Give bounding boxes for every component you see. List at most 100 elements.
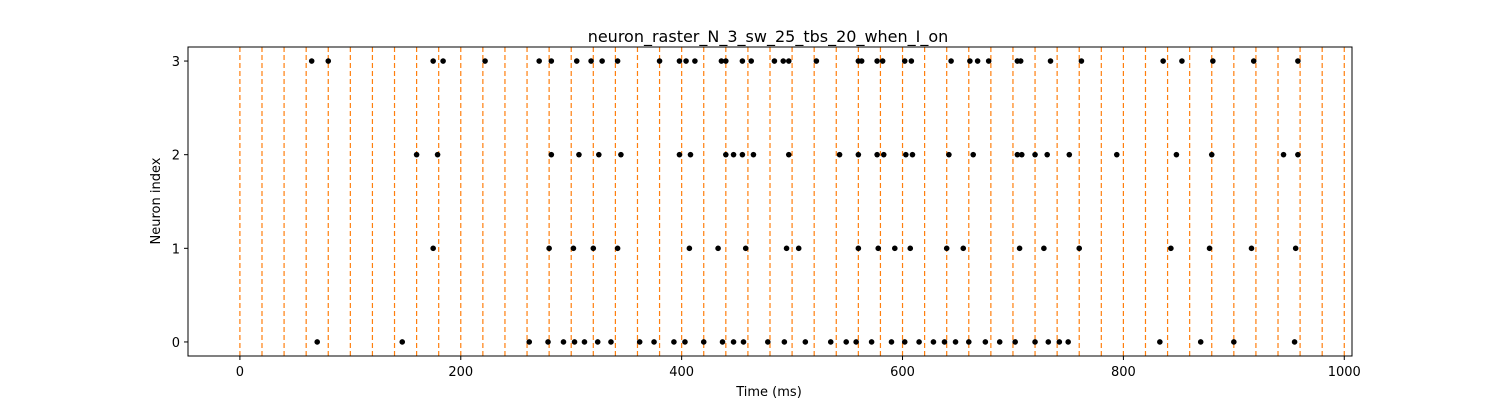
- spike-point: [1210, 58, 1216, 64]
- spike-point: [719, 339, 726, 345]
- spike-point: [1012, 339, 1018, 345]
- spike-point: [676, 151, 683, 158]
- spike-markers: [308, 58, 1301, 345]
- spike-point: [843, 339, 850, 345]
- x-tick-label: 200: [448, 365, 473, 380]
- spike-point: [880, 151, 887, 158]
- spike-point: [771, 58, 778, 64]
- spike-point: [1078, 58, 1085, 64]
- spike-point: [901, 58, 908, 64]
- spike-point: [1250, 58, 1257, 64]
- spike-point: [853, 339, 859, 345]
- spike-point: [982, 339, 989, 345]
- spike-point: [868, 339, 875, 345]
- spike-point: [813, 58, 820, 64]
- y-tick-label: 0: [172, 336, 180, 351]
- y-tick-label: 1: [172, 242, 180, 257]
- spike-point: [651, 339, 657, 345]
- spike-point: [683, 58, 689, 64]
- spike-point: [858, 58, 865, 64]
- spike-point: [413, 151, 420, 158]
- spike-point: [548, 58, 555, 64]
- spike-point: [874, 58, 880, 64]
- spike-point: [571, 339, 578, 345]
- spike-point: [855, 245, 862, 252]
- spike-point: [636, 339, 643, 345]
- x-tick-label: 1000: [1328, 365, 1361, 380]
- spike-point: [618, 151, 624, 158]
- y-axis-label: Neuron index: [149, 157, 164, 244]
- spike-point: [430, 245, 436, 252]
- spike-point: [742, 245, 749, 252]
- spike-point: [560, 339, 567, 345]
- spike-point: [526, 339, 533, 345]
- spike-point: [780, 58, 787, 64]
- spike-point: [785, 58, 792, 64]
- y-axis-ticks: 0 1 2 3: [172, 55, 188, 351]
- spike-point: [599, 58, 605, 64]
- spike-point: [594, 339, 601, 345]
- spike-point: [930, 339, 937, 345]
- spike-point: [1018, 151, 1025, 158]
- spike-point: [739, 58, 746, 64]
- spike-point: [546, 245, 552, 252]
- spike-point: [1032, 151, 1038, 158]
- spike-point: [614, 245, 621, 252]
- spike-point: [985, 58, 992, 64]
- spike-point: [1017, 58, 1024, 64]
- spike-point: [682, 339, 688, 345]
- spike-point: [608, 339, 614, 345]
- spike-point: [967, 58, 973, 64]
- spike-point: [901, 339, 908, 345]
- spike-point: [576, 151, 582, 158]
- spike-point: [308, 58, 315, 64]
- spike-point: [676, 58, 683, 64]
- spike-point: [581, 339, 588, 345]
- spike-point: [1208, 151, 1215, 158]
- spike-point: [440, 58, 446, 64]
- spike-point: [686, 245, 693, 252]
- x-axis-ticks: 0 200 400 600 800 1000: [236, 356, 1361, 380]
- spike-point: [1231, 339, 1237, 345]
- spike-point: [548, 151, 555, 158]
- spike-point: [1113, 151, 1120, 158]
- spike-point: [1295, 58, 1301, 64]
- spike-point: [570, 245, 577, 252]
- spike-point: [1160, 58, 1166, 64]
- spike-point: [748, 58, 755, 64]
- time-bin-guides: [239, 47, 1345, 356]
- spike-point: [1168, 245, 1174, 252]
- spike-point: [656, 58, 663, 64]
- spike-point: [941, 339, 948, 345]
- spike-point: [588, 58, 594, 64]
- x-tick-label: 600: [890, 365, 915, 380]
- spike-point: [965, 339, 972, 345]
- spike-point: [430, 58, 436, 64]
- spike-point: [482, 58, 488, 64]
- spike-point: [855, 151, 862, 158]
- y-tick-label: 3: [172, 55, 180, 70]
- spike-point: [1179, 58, 1185, 64]
- spike-point: [946, 151, 952, 158]
- spike-point: [314, 339, 321, 345]
- spike-point: [700, 339, 707, 345]
- spike-point: [783, 245, 790, 252]
- spike-point: [795, 245, 802, 252]
- x-axis-label: Time (ms): [735, 385, 802, 400]
- spike-point: [827, 339, 834, 345]
- spike-point: [399, 339, 406, 345]
- spike-point: [908, 58, 915, 64]
- spike-point: [1044, 151, 1050, 158]
- spike-point: [1065, 339, 1071, 345]
- spike-point: [916, 339, 922, 345]
- spike-point: [573, 58, 580, 64]
- spike-point: [1197, 339, 1204, 345]
- spike-point: [723, 151, 729, 158]
- spike-point: [434, 151, 441, 158]
- spike-point: [325, 58, 332, 64]
- spike-point: [764, 339, 771, 345]
- spike-point: [1295, 151, 1301, 158]
- x-tick-label: 400: [669, 365, 694, 380]
